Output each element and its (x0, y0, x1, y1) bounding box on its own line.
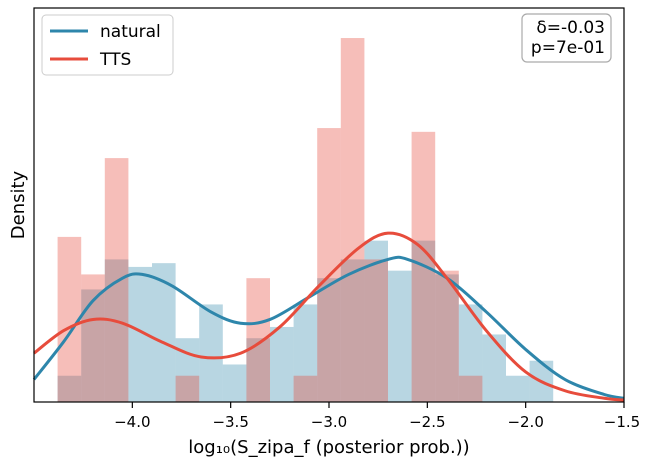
y-axis-label: Density (8, 170, 29, 239)
x-tick-label: −3.0 (311, 413, 347, 431)
tts-histogram-bar (340, 38, 365, 403)
x-tick-label: −2.5 (409, 413, 445, 431)
x-axis-label: log₁₀(S_zipa_f (posterior prob.)) (188, 437, 469, 458)
natural-histogram-bar (246, 338, 270, 402)
delta-text: δ=-0.03 (536, 18, 605, 38)
x-tick-label: −1.5 (604, 413, 640, 431)
tts-histogram-bar (364, 259, 388, 402)
natural-histogram-bar (104, 259, 129, 402)
tts-histogram-bar (175, 375, 200, 402)
natural-histogram-bar (482, 334, 506, 402)
natural-histogram-bar (411, 240, 436, 402)
natural-histogram (57, 240, 554, 402)
tts-histogram-bar (435, 270, 459, 402)
natural-histogram-bar (388, 270, 412, 402)
natural-histogram-bar (506, 375, 530, 402)
natural-histogram-bar (317, 278, 341, 402)
plot-area (32, 38, 625, 403)
natural-histogram-bar (458, 304, 483, 402)
legend: natural TTS (41, 14, 174, 76)
legend-label-tts: TTS (99, 50, 131, 70)
natural-histogram-bar (364, 240, 388, 402)
x-axis: −4.0 −3.5 −3.0 −2.5 −2.0 −1.5 (114, 402, 640, 431)
x-tick-label: −3.5 (212, 413, 248, 431)
p-value-text: p=7e-01 (531, 38, 605, 58)
tts-histogram-bar (458, 375, 483, 402)
legend-label-natural: natural (100, 22, 161, 42)
tts-histogram-bar (293, 375, 318, 402)
tts-histogram (57, 38, 483, 403)
natural-histogram-bar (222, 364, 247, 402)
natural-histogram-bar (199, 304, 223, 402)
tts-histogram-bar (57, 236, 82, 402)
stats-box (521, 13, 612, 63)
natural-histogram-bar (435, 274, 459, 402)
stats-annotation: δ=-0.03 p=7e-01 (521, 13, 612, 63)
natural-histogram-bar (293, 304, 318, 402)
tts-histogram-bar (246, 278, 270, 402)
natural-histogram-bar (152, 263, 176, 402)
x-tick-label: −2.0 (507, 413, 543, 431)
tts-kde-line (33, 231, 625, 402)
tts-histogram-bar (317, 128, 341, 403)
natural-histogram-bar (128, 266, 152, 402)
natural-histogram-bar (57, 375, 82, 402)
natural-histogram-bar (340, 259, 365, 402)
x-tick-label: −4.0 (114, 413, 150, 431)
natural-histogram-bar (270, 326, 294, 402)
